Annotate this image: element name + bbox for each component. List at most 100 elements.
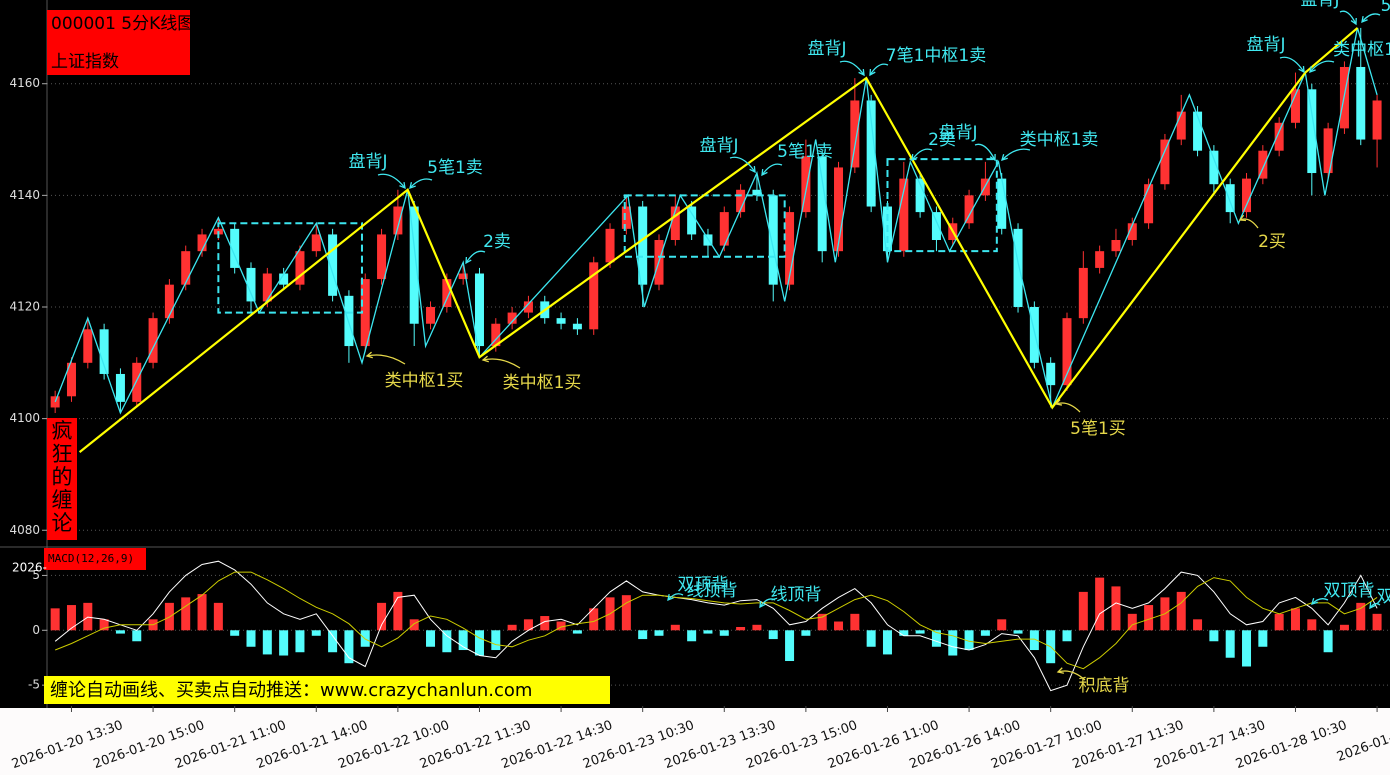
banner-box [44,676,610,704]
annotation: 线顶背 [771,585,822,605]
macd-bar [980,630,990,636]
candle-body [1176,111,1186,140]
candle-body [752,189,762,196]
macd-bar [964,630,974,651]
macd-bar [344,630,354,664]
y-tick-label: 4100 [9,411,40,425]
candle-body [1290,89,1300,123]
candle-body [246,267,256,302]
macd-bar [99,619,109,631]
candle-body [148,318,158,363]
annotation: 积底背 [1079,676,1130,696]
annotation: 盘背J [938,123,977,143]
candle-body [1013,228,1023,307]
arrow-head [1309,65,1316,74]
candle-body [1242,178,1252,213]
candle-body [262,273,272,302]
y-tick-label: 4080 [9,523,40,537]
arrow-head [667,593,674,602]
annotation-arrow [1339,10,1357,25]
candle-body [491,323,501,347]
annotation-arrow [409,178,433,189]
candle-body [572,323,582,330]
candle-body [181,251,191,285]
arrow-head [759,600,766,609]
candle-body [523,301,533,313]
candle-body [311,234,321,252]
macd-bar [1274,613,1284,631]
macd-bar [181,597,191,631]
macd-bar [834,621,844,631]
annotation: 5笔1卖 [777,142,833,162]
candle-body [915,178,925,213]
dea-line [55,571,1378,670]
candle-body [834,167,844,252]
candle-body [1160,139,1170,185]
candle-body [899,178,909,252]
candle-body [964,195,974,224]
clipped-label: 2026- [12,561,47,575]
macd-bar [556,621,566,631]
candle-body [785,212,795,285]
macd-bar [1307,619,1317,631]
macd-bar [491,630,501,651]
macd-bar [1029,630,1039,651]
macd-bar [1013,630,1023,634]
candle-body [132,362,142,402]
macd-bar [328,630,338,653]
candle-body [1046,362,1056,386]
candle-body [670,206,680,241]
candle-body [997,178,1007,229]
candle-body [687,206,697,235]
arrow-head [1054,399,1063,406]
macd-bar [850,613,860,631]
macd-bar [409,619,419,631]
macd-bar [1372,613,1382,631]
macd-bar [540,616,550,631]
arrow-head [465,256,472,265]
macd-bar [66,605,76,631]
candle-body [1193,111,1203,151]
y-tick-label: 4120 [9,299,40,313]
arrow-head [1238,214,1247,222]
annotation-arrow [667,593,684,601]
annotation: 线顶背 [687,581,738,601]
macd-bar [213,602,223,631]
macd-bar [295,630,305,653]
candle-body [295,251,305,285]
arrow-head [1001,154,1008,161]
arrow-head [1056,667,1065,674]
annotation-arrow [974,143,996,161]
annotation: 类中枢1买 [503,373,582,393]
macd-bar [866,630,876,647]
arrow-head [1350,17,1357,26]
annotation: 类中枢1买 [385,371,464,391]
annotation-arrow [729,156,756,173]
candle-body [99,329,109,374]
candle-body [409,206,419,324]
candle-body [164,284,174,319]
y-tick-label: -5 [28,678,40,692]
macd-bar [1242,630,1252,667]
y-tick-label: 0 [32,623,40,637]
candle-body [279,273,289,285]
annotation: 7笔1中枢1卖 [886,46,986,66]
annotation: 双顶背 [678,575,729,595]
macd-bar [948,630,958,656]
y-tick-label: 4140 [9,188,40,202]
candle-body [360,279,370,347]
arrow-head [761,168,768,177]
annotation-arrow [839,60,865,76]
info-box [47,10,190,75]
macd-bar [458,630,468,651]
macd-bar [670,624,680,631]
macd-bar [736,627,746,631]
candle-body [1029,306,1039,363]
annotation-arrow [377,173,406,189]
candle-body [1144,184,1154,224]
annotation: 盘背J [348,152,387,172]
annotation-arrow [761,163,783,176]
bi-line [54,27,1378,415]
candle-body [1062,318,1072,386]
macd-bar [1193,619,1203,631]
